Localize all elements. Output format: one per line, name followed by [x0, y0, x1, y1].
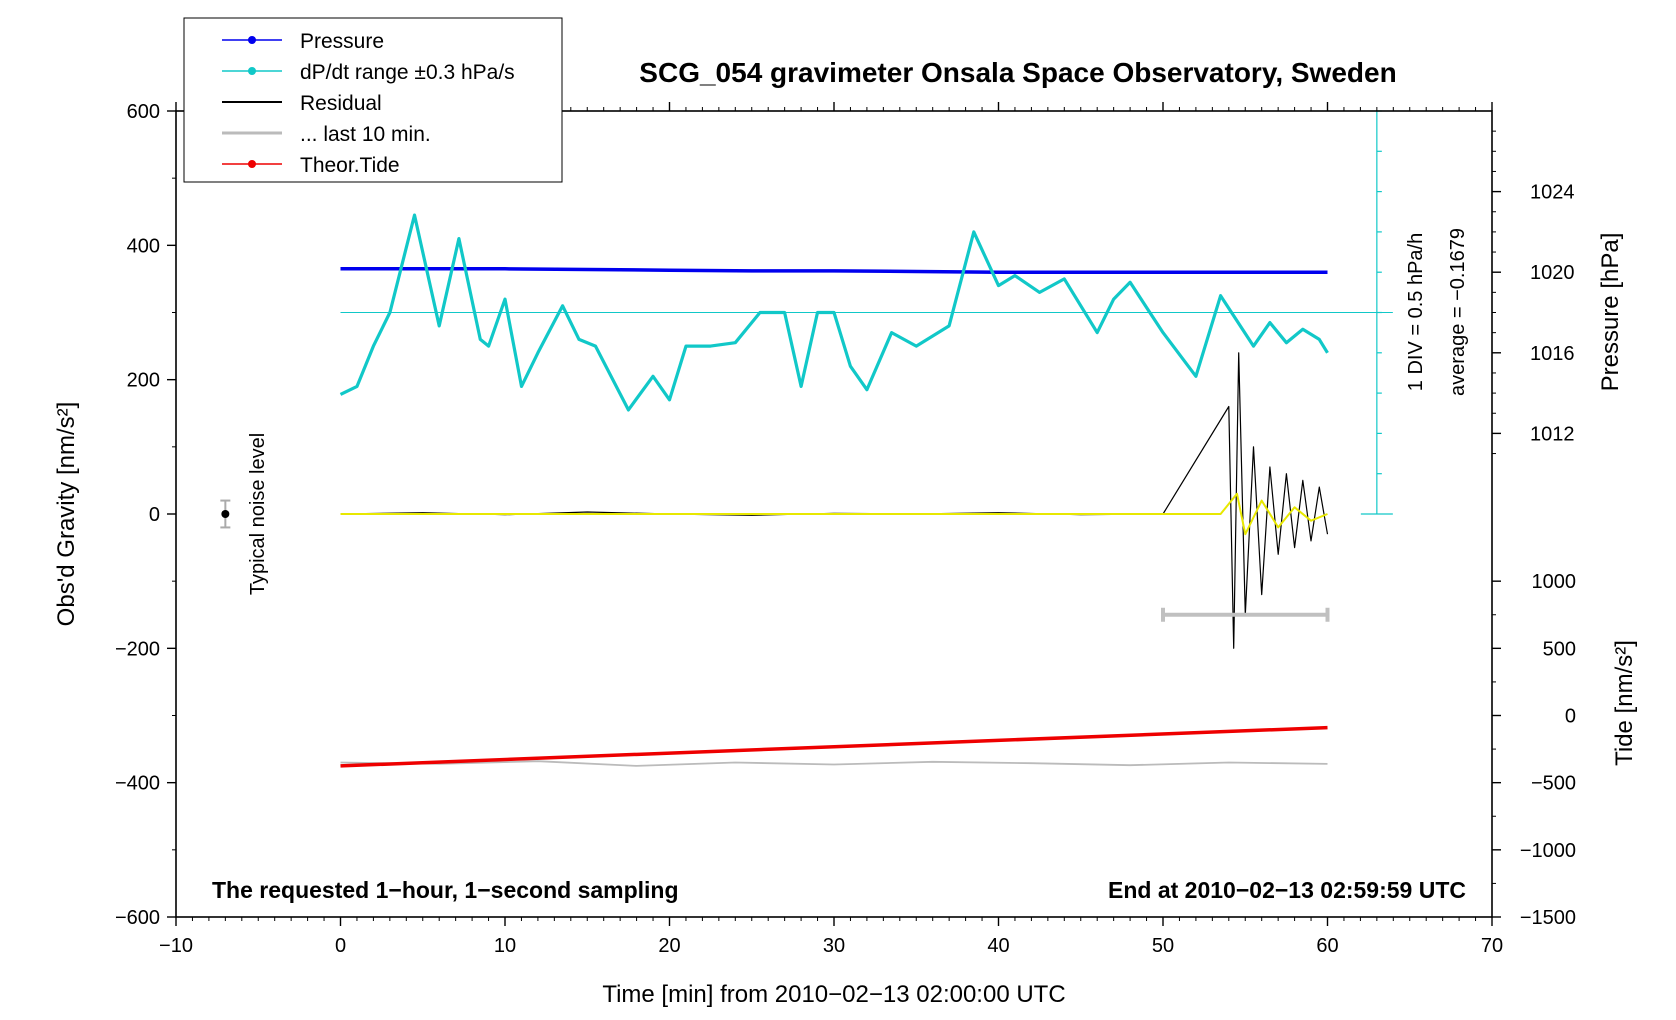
- legend-box: [183, 17, 563, 183]
- tide-tick-label: −500: [1531, 773, 1576, 795]
- tide-tick-label: −1000: [1520, 840, 1576, 862]
- x-axis-label: Time [min] from 2010−02−13 02:00:00 UTC: [602, 981, 1065, 1008]
- pressure-tick-label: 1024: [1530, 182, 1575, 204]
- y-tick-label: 200: [127, 370, 160, 392]
- annotation-average: average = −0.1679: [1447, 228, 1469, 396]
- annotation-sampling: The requested 1−hour, 1−second sampling: [212, 877, 679, 903]
- pressure-tick-label: 1012: [1530, 423, 1575, 445]
- x-tick-label: 10: [494, 935, 516, 957]
- legend: Pressure dP/dt range ±0.3 hPa/s Residual…: [183, 17, 563, 183]
- y-tick-label: 400: [127, 235, 160, 257]
- x-tick-label: 0: [335, 935, 346, 957]
- x-tick-label: 40: [987, 935, 1009, 957]
- x-tick-label: 50: [1152, 935, 1174, 957]
- x-tick-label: 60: [1316, 935, 1338, 957]
- tide-tick-label: 0: [1565, 706, 1576, 728]
- y-tick-label: −600: [115, 907, 160, 929]
- legend-marker-dpdt: [248, 67, 256, 75]
- x-tick-label: 30: [823, 935, 845, 957]
- y-tick-label: −400: [115, 773, 160, 795]
- y-tick-label: 600: [127, 101, 160, 123]
- tide-tick-label: 1000: [1532, 571, 1577, 593]
- x-tick-label: 20: [658, 935, 680, 957]
- noise-point: [221, 510, 230, 518]
- x-tick-label: 70: [1481, 935, 1503, 957]
- legend-label-dpdt: dP/dt range ±0.3 hPa/s: [300, 61, 515, 84]
- tide-tick-label: 500: [1543, 638, 1576, 660]
- y-tick-label: −200: [115, 638, 160, 660]
- series-last-10-min: [340, 760, 1328, 767]
- tide-tick-label: −1500: [1520, 907, 1576, 929]
- x-tick-label: −10: [159, 935, 193, 957]
- y-axis-label-tide: Tide [nm/s²]: [1611, 640, 1638, 766]
- overlays: [220, 110, 1393, 622]
- annotation-div: 1 DIV = 0.5 hPa/h: [1405, 233, 1427, 391]
- series-pressure: [340, 267, 1328, 274]
- pressure-tick-label: 1016: [1530, 343, 1575, 365]
- y-axis-label-left: Obs'd Gravity [nm/s²]: [53, 402, 80, 627]
- legend-marker-tide: [248, 160, 256, 168]
- series-residual-filtered: [340, 492, 1328, 536]
- legend-label-pressure: Pressure: [300, 30, 384, 53]
- pressure-tick-label: 1020: [1530, 262, 1575, 284]
- plot-frame: [175, 110, 1493, 918]
- legend-label-residual: Residual: [300, 92, 382, 115]
- annotation-noise: Typical noise level: [247, 433, 269, 595]
- annotation-end-time: End at 2010−02−13 02:59:59 UTC: [1108, 877, 1466, 903]
- series-tide: [340, 725, 1328, 768]
- chart-title: SCG_054 gravimeter Onsala Space Observat…: [639, 57, 1396, 88]
- legend-label-tide: Theor.Tide: [300, 154, 400, 177]
- y-axis-label-pressure: Pressure [hPa]: [1597, 233, 1624, 392]
- legend-marker-pressure: [248, 36, 256, 44]
- y-tick-label: 0: [149, 504, 160, 526]
- legend-label-last10: ... last 10 min.: [300, 123, 431, 146]
